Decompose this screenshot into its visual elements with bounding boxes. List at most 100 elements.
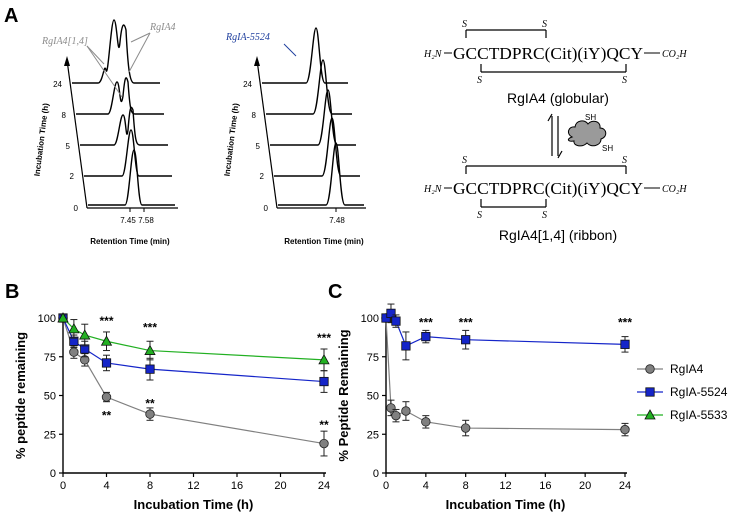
x-tick-label: 16 xyxy=(539,480,551,492)
y-tick-label: 50 xyxy=(44,391,56,403)
data-point xyxy=(391,410,401,421)
chrom2-x-label: Retention Time (min) xyxy=(284,237,364,246)
chrom2-trace-0h xyxy=(278,142,364,206)
data-point xyxy=(401,341,411,351)
bottom-name: RgIA4[1,4] (ribbon) xyxy=(499,227,617,243)
x-tick-label: 12 xyxy=(187,480,199,492)
data-point xyxy=(319,376,329,387)
chrom2-annot-line xyxy=(283,43,297,57)
chrom1-ytick: 24 xyxy=(53,80,62,89)
data-point xyxy=(391,316,401,326)
bottom-s: S xyxy=(622,155,627,166)
y-tick-label: 100 xyxy=(38,313,56,325)
data-point xyxy=(386,403,396,413)
x-tick-label: 16 xyxy=(231,480,243,492)
legend-label: RgIA4 xyxy=(670,362,704,376)
data-point xyxy=(319,438,329,449)
chrom1-y-arrow xyxy=(64,56,70,66)
top-s: S xyxy=(542,19,547,30)
series-RgIA-5524 xyxy=(381,303,630,361)
sh-label: SH xyxy=(585,113,596,122)
chrom1-xtick-label: 7.58 xyxy=(138,216,154,225)
panel-label: C xyxy=(328,281,342,303)
significance-annotation: *** xyxy=(143,320,157,334)
y-axis-label: % Peptide Remaining xyxy=(336,329,351,461)
y-tick-label: 25 xyxy=(44,429,56,441)
data-point xyxy=(57,312,69,323)
chrom1-annot-line xyxy=(130,32,151,43)
chrom2-ytick: 5 xyxy=(256,142,261,151)
significance-annotation: ** xyxy=(319,418,329,432)
chrom1-y-label: Incubation Time (h) xyxy=(33,102,51,177)
data-point xyxy=(460,423,471,433)
chart-b: B 0 25 50 75 100 0 4 8 12 16 20 24 Incubation Time (h… xyxy=(5,281,331,512)
chrom2-ytick: 8 xyxy=(252,111,257,120)
chrom2-y-arrow xyxy=(254,56,260,66)
chrom2-trace-8h xyxy=(266,59,352,115)
chromatogram-rgia4: 7.45 7.58 Retention Time (min) Incubatio… xyxy=(33,19,178,246)
legend: RgIA4 RgIA-5524 RgIA-5533 xyxy=(637,362,728,422)
legend-label: RgIA-5524 xyxy=(670,385,728,399)
y-tick-label: 0 xyxy=(373,468,379,480)
data-point xyxy=(421,417,431,427)
chrom1-ytick: 0 xyxy=(74,204,79,213)
chrom1-trace-24h xyxy=(72,19,160,84)
y-tick-label: 75 xyxy=(44,352,56,364)
x-tick-label: 12 xyxy=(499,480,511,492)
y-tick-label: 25 xyxy=(367,429,379,441)
chrom2-trace-5h xyxy=(270,89,356,146)
top-s: S xyxy=(622,75,627,86)
y-tick-label: 50 xyxy=(367,391,379,403)
y-tick-label: 75 xyxy=(367,352,379,364)
significance-annotation: *** xyxy=(317,331,331,345)
bottom-s: S xyxy=(462,155,467,166)
chrom1-y-axis xyxy=(66,59,88,209)
significance-annotation: ** xyxy=(102,409,112,423)
x-axis-label: Incubation Time (h) xyxy=(134,497,254,512)
chrom1-annot-line xyxy=(86,45,105,65)
chrom1-annot-rgia4: RgIA4 xyxy=(149,22,176,33)
series-RgIA-5524 xyxy=(58,313,329,393)
chrom1-trace-2h xyxy=(84,129,172,177)
bottom-c-term: CO₂H xyxy=(662,184,687,195)
chrom2-ytick: 0 xyxy=(264,204,269,213)
series-line xyxy=(62,317,325,445)
chrom1-trace-8h xyxy=(76,77,164,115)
chrom1-trace-0h xyxy=(88,149,175,206)
data-point xyxy=(69,347,79,357)
chrom1-ytick: 2 xyxy=(70,172,75,181)
series-RgIA-5533 xyxy=(57,312,330,372)
top-c-term: CO₂H xyxy=(662,49,687,60)
data-point xyxy=(318,354,330,365)
y-tick-label: 0 xyxy=(50,468,56,480)
chromatogram-rgia-5524: 7.48 Retention Time (min) Incubation Tim… xyxy=(223,27,366,246)
top-s: S xyxy=(462,19,467,30)
x-axis-label: Incubation Time (h) xyxy=(446,497,566,512)
significance-annotation: *** xyxy=(99,314,113,328)
panel-label: B xyxy=(5,281,19,303)
data-point xyxy=(145,409,155,419)
x-tick-label: 4 xyxy=(423,480,429,492)
sh-label: SH xyxy=(602,144,613,153)
significance-annotation: *** xyxy=(618,316,632,330)
panel-label-a: A xyxy=(4,5,18,27)
x-tick-label: 24 xyxy=(619,480,631,492)
top-n-term: H₂N xyxy=(423,49,443,60)
data-point xyxy=(421,331,431,342)
data-point xyxy=(386,308,396,318)
data-point xyxy=(101,392,112,402)
chrom1-ytick: 5 xyxy=(66,142,71,151)
x-tick-label: 8 xyxy=(147,480,153,492)
legend-marker xyxy=(644,409,656,420)
significance-annotation: ** xyxy=(145,396,155,410)
x-tick-label: 0 xyxy=(60,480,66,492)
chrom1-xtick-label: 7.45 xyxy=(120,216,136,225)
x-tick-label: 8 xyxy=(463,480,469,492)
legend-label: RgIA-5533 xyxy=(670,408,728,422)
significance-annotation: *** xyxy=(459,316,473,330)
data-point xyxy=(68,323,80,334)
bottom-s: S xyxy=(477,210,482,221)
data-point xyxy=(145,364,155,374)
chrom2-y-axis xyxy=(256,59,278,209)
legend-marker xyxy=(645,364,655,374)
